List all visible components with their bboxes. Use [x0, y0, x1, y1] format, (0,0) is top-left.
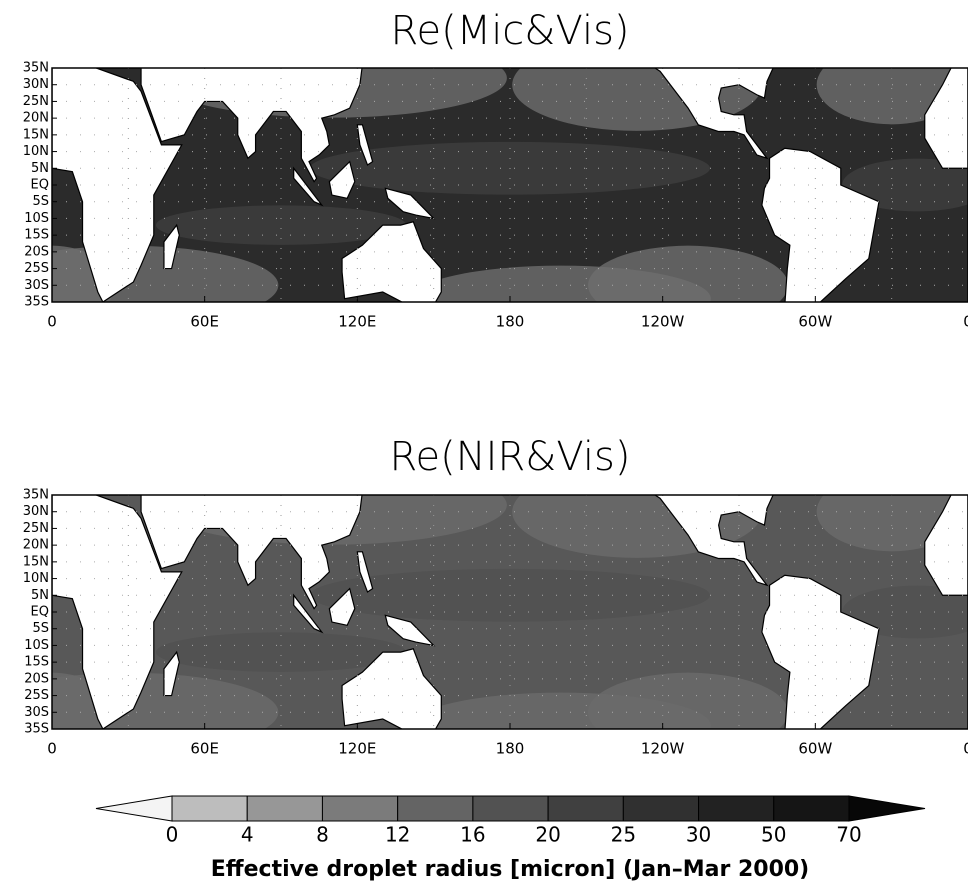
colorbar-tick-label: 12: [385, 823, 410, 847]
land: [924, 68, 968, 169]
land: [924, 495, 968, 596]
lon-label: 0: [963, 313, 968, 331]
land: [356, 551, 374, 593]
lat-label: 20N: [23, 538, 49, 553]
ocean-shade: [842, 158, 968, 212]
land: [52, 68, 183, 302]
lat-label: 10N: [23, 571, 49, 586]
land: [761, 147, 880, 302]
land: [293, 593, 324, 634]
lat-label: 5N: [31, 588, 49, 603]
lat-label: 15S: [24, 655, 49, 670]
lon-label: 120W: [641, 740, 685, 758]
colorbar-bin: [171, 795, 248, 822]
colorbar-bin: [321, 795, 399, 822]
colorbar-bin: [622, 795, 700, 822]
colorbar-bin: [472, 795, 549, 822]
lat-label: 15N: [23, 127, 49, 142]
ocean-shade: [410, 692, 711, 729]
land: [328, 587, 356, 627]
map-title: Re(NIR&Vis): [390, 434, 631, 480]
lon-label: 180: [496, 740, 525, 758]
colorbar-bin: [547, 795, 624, 822]
ocean-shade: [156, 205, 406, 245]
colorbar-tick-label: 25: [611, 823, 636, 847]
land: [761, 574, 880, 729]
lat-label: 25N: [23, 94, 49, 109]
colorbar-bin: [698, 795, 775, 822]
ocean-shade: [842, 585, 968, 639]
land: [384, 187, 436, 220]
colorbar-tick-label: 20: [535, 823, 560, 847]
land: [140, 68, 363, 183]
colorbar-extend-low: [95, 795, 173, 822]
lon-label: 0: [47, 313, 57, 331]
lat-label: 10S: [24, 638, 49, 653]
lat-label: 10N: [23, 144, 49, 159]
lat-label: 25N: [23, 521, 49, 536]
lat-label: 30S: [24, 705, 49, 720]
lat-label: 30N: [23, 504, 49, 519]
lat-label: 10S: [24, 211, 49, 226]
lat-label: 5N: [31, 161, 49, 176]
colorbar-tick-label: 50: [761, 823, 786, 847]
lat-label: EQ: [31, 605, 49, 620]
colorbar-bin: [246, 795, 323, 822]
colorbar-tick-label: 16: [460, 823, 485, 847]
colorbar-tick-label: 8: [316, 823, 329, 847]
lat-label: 25S: [24, 688, 49, 703]
lon-label: 0: [47, 740, 57, 758]
lon-label: 60W: [798, 313, 832, 331]
ocean-shade: [156, 632, 406, 672]
ocean-shade: [410, 265, 711, 302]
lat-label: 35S: [24, 295, 49, 310]
land: [293, 166, 324, 207]
lon-label: 0: [963, 740, 968, 758]
lat-label: 15N: [23, 554, 49, 569]
land: [163, 223, 180, 270]
map-body: [52, 495, 968, 729]
colorbar-tick-label: 70: [836, 823, 861, 847]
lon-label: 60E: [190, 740, 219, 758]
land: [384, 614, 436, 647]
colorbar-extend-high: [848, 795, 926, 822]
lat-label: 20N: [23, 111, 49, 126]
lat-label: 35N: [23, 488, 49, 503]
lat-label: 35N: [23, 61, 49, 76]
lat-label: 25S: [24, 261, 49, 276]
lat-label: 20S: [24, 671, 49, 686]
lat-label: EQ: [31, 178, 49, 193]
lon-label: 120E: [338, 313, 376, 331]
lon-label: 120E: [338, 740, 376, 758]
land: [163, 650, 180, 697]
lat-label: 30N: [23, 77, 49, 92]
lon-label: 180: [496, 313, 525, 331]
lat-label: 5S: [32, 621, 49, 636]
colorbar-tick-label: 4: [241, 823, 254, 847]
lat-label: 15S: [24, 228, 49, 243]
land: [356, 124, 374, 166]
land: [52, 495, 183, 729]
colorbar-bin: [397, 795, 474, 822]
lat-label: 20S: [24, 244, 49, 259]
lat-label: 35S: [24, 722, 49, 737]
land: [328, 160, 356, 200]
colorbar-label: Effective droplet radius [micron] (Jan–M…: [211, 857, 809, 882]
land: [653, 68, 774, 160]
land: [653, 495, 774, 587]
map-body: [52, 68, 968, 302]
lat-label: 5S: [32, 194, 49, 209]
colorbar-bin: [773, 795, 850, 822]
lat-label: 30S: [24, 278, 49, 293]
lon-label: 60W: [798, 740, 832, 758]
map-title: Re(Mic&Vis): [390, 8, 629, 54]
colorbar-tick-label: 0: [166, 823, 179, 847]
lon-label: 60E: [190, 313, 219, 331]
colorbar-tick-label: 30: [686, 823, 711, 847]
lon-label: 120W: [641, 313, 685, 331]
land: [140, 495, 363, 610]
